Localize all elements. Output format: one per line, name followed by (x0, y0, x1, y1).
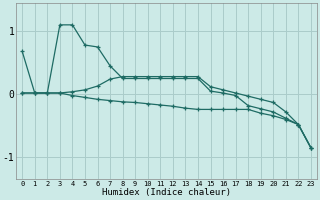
X-axis label: Humidex (Indice chaleur): Humidex (Indice chaleur) (102, 188, 231, 197)
